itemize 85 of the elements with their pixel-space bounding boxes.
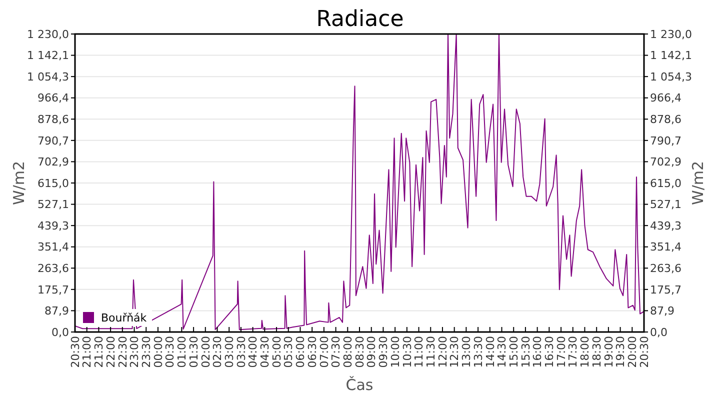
y-tick-label: 702,9 [38,156,69,169]
y-tick-label: 790,7 [38,134,69,148]
x-tick-label: 12:30 [448,336,462,368]
y2-tick-label: 87,9 [650,304,674,318]
x-tick-label: 18:30 [590,336,604,368]
y-tick-label: 0,0 [52,326,69,339]
x-tick-label: 05:00 [270,336,284,368]
x-tick-label: 22:00 [104,336,118,368]
y2-tick-label: 702,9 [650,156,682,169]
x-tick-label: 02:30 [211,336,224,368]
x-tick-label: 22:30 [116,336,130,368]
y-tick-label: 263,6 [38,262,69,275]
x-tick-label: 06:00 [294,336,308,368]
x-tick-label: 19:30 [614,336,628,368]
y-tick-label: 1 054,3 [27,70,69,84]
x-tick-label: 21:30 [92,336,106,368]
x-tick-label: 11:00 [412,336,426,368]
x-tick-label: 17:00 [554,336,568,368]
y-tick-label: 87,9 [44,304,69,318]
x-tick-label: 02:00 [199,336,212,368]
x-tick-label: 05:30 [282,336,296,368]
x-tick-label: 08:30 [353,336,366,368]
x-tick-label: 14:30 [496,336,509,368]
y-tick-label: 351,4 [38,240,69,254]
y-tick-label: 527,1 [38,198,69,212]
y-tick-label: 966,4 [38,92,69,105]
x-tick-label: 20:00 [626,336,639,368]
y2-tick-label: 878,6 [650,112,682,126]
chart-title: Radiace [316,7,404,32]
x-tick-label: 15:30 [519,336,532,368]
x-tick-label: 20:30 [68,336,82,368]
x-tick-label: 16:00 [531,336,544,368]
y-tick-label: 439,3 [38,219,69,232]
x-tick-label: 11:30 [424,336,438,368]
x-tick-label: 16:30 [543,336,556,368]
x-tick-label: 23:00 [128,336,142,368]
x-tick-label: 10:30 [400,336,414,368]
x-tick-label: 03:00 [222,336,236,368]
y2-axis-title: W/m2 [689,160,707,206]
x-tick-label: 04:30 [258,336,272,368]
x-tick-label: 01:30 [187,336,200,368]
y2-tick-label: 615,0 [650,176,682,190]
x-tick-label: 00:00 [152,336,165,368]
x-tick-label: 01:00 [176,336,189,368]
y2-tick-label: 1 230,0 [650,28,692,41]
x-tick-label: 12:00 [436,336,450,368]
x-tick-label: 21:00 [80,336,94,368]
x-tick-label: 13:30 [472,336,485,368]
y-axis-title: W/m2 [10,160,28,206]
legend-label: Bouřňák [101,311,148,324]
x-tick-label: 20:30 [638,336,651,368]
x-axis-title: Čas [346,376,374,394]
y2-tick-label: 263,6 [650,262,682,275]
y-tick-label: 615,0 [38,176,69,190]
x-tick-label: 10:00 [388,336,402,368]
y2-tick-label: 351,4 [650,240,682,254]
x-tick-label: 09:30 [377,336,390,368]
x-tick-label: 23:30 [140,336,153,368]
y-tick-label: 175,7 [38,283,69,296]
x-tick-label: 18:00 [578,336,592,368]
x-tick-label: 06:30 [306,336,319,368]
x-tick-label: 13:00 [460,336,474,368]
x-tick-label: 00:30 [164,336,177,368]
y2-tick-label: 527,1 [650,198,682,212]
y2-tick-label: 966,4 [650,92,682,105]
y2-tick-label: 439,3 [650,219,682,232]
y-tick-label: 1 230,0 [27,28,69,41]
y-tick-label: 1 142,1 [27,49,69,62]
x-tick-label: 08:00 [341,336,354,368]
y2-tick-label: 1 142,1 [650,49,692,62]
x-tick-label: 19:00 [602,336,616,368]
y2-tick-label: 175,7 [650,283,682,296]
x-tick-label: 03:30 [234,336,248,368]
line-series [74,34,644,330]
y2-tick-label: 790,7 [650,134,682,148]
x-tick-label: 09:00 [365,336,378,368]
x-tick-label: 07:00 [318,336,331,368]
x-tick-label: 07:30 [330,336,343,368]
y-tick-label: 878,6 [38,112,69,126]
y2-tick-label: 0,0 [650,326,668,339]
x-tick-label: 04:00 [246,336,260,368]
x-tick-label: 15:00 [507,336,520,368]
x-tick-label: 14:00 [484,336,497,368]
x-tick-label: 17:30 [566,336,580,368]
y2-tick-label: 1 054,3 [650,70,692,84]
